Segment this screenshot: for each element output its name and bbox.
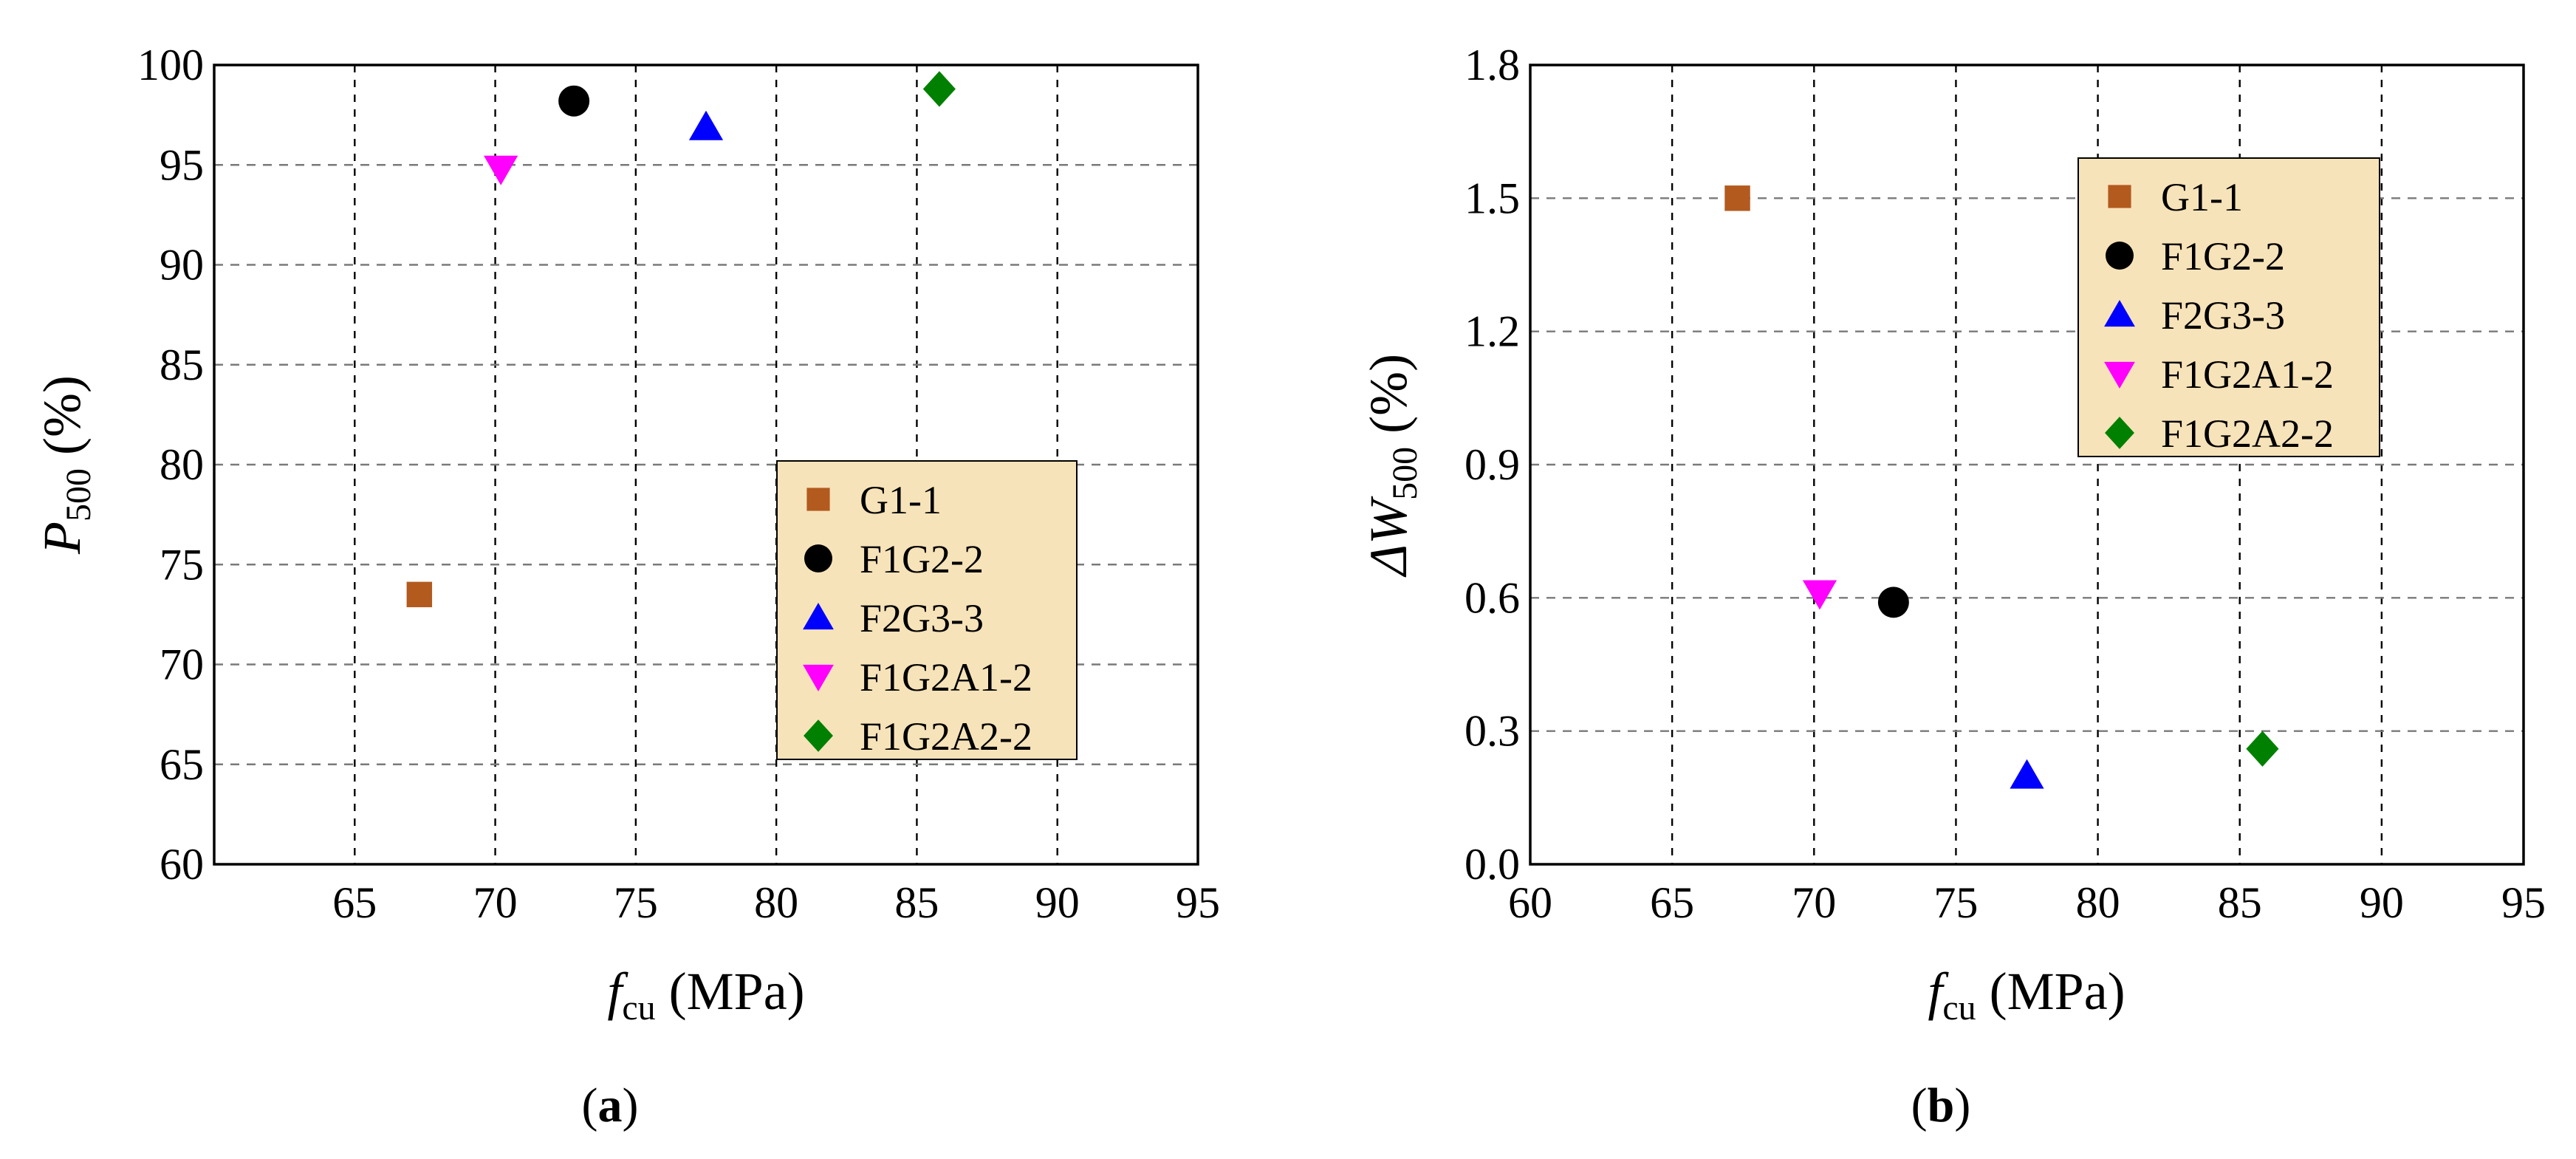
plot-frame bbox=[1529, 64, 2525, 866]
x-axis-title: fcu (MPa) bbox=[1928, 962, 2125, 1028]
y-tick-label: 75 bbox=[160, 540, 204, 589]
x-tick-label: 80 bbox=[754, 878, 798, 927]
legend-marker-f1g2a1-2 bbox=[803, 664, 834, 691]
data-point-f2g3-3 bbox=[688, 110, 724, 140]
x-tick-label: 95 bbox=[1176, 878, 1220, 927]
legend-label: F2G3-3 bbox=[2161, 293, 2285, 338]
x-axis-title-sub: cu bbox=[622, 988, 655, 1028]
y-axis-title-sub: 500 bbox=[1385, 447, 1425, 500]
y-tick-label: 100 bbox=[137, 41, 204, 89]
x-axis-title-sub: cu bbox=[1942, 988, 1976, 1028]
legend-label: F1G2A2-2 bbox=[860, 714, 1032, 759]
y-axis-title: P500 (%) bbox=[32, 375, 98, 555]
data-point-f1g2-2 bbox=[558, 85, 590, 117]
x-tick-label: 70 bbox=[473, 878, 518, 927]
x-tick-label: 75 bbox=[614, 878, 658, 927]
y-tick-label: 1.2 bbox=[1465, 307, 1520, 356]
x-axis-title: fcu (MPa) bbox=[607, 962, 804, 1028]
legend-label: F1G2A1-2 bbox=[2161, 352, 2334, 397]
data-point-f1g2a2-2 bbox=[2246, 731, 2279, 767]
y-tick-label: 60 bbox=[160, 840, 204, 889]
y-tick-label: 1.5 bbox=[1465, 174, 1520, 222]
x-tick-label: 85 bbox=[2218, 878, 2262, 927]
y-axis-title: ΔW500 (%) bbox=[1359, 354, 1425, 578]
panel-label-a: (a) bbox=[582, 1078, 639, 1132]
x-tick-label: 80 bbox=[2076, 878, 2120, 927]
panel-a: 65 70 75 80 85 90 95 60 65 70 75 80 85 90 95 100 G1-1 F1… bbox=[32, 41, 1220, 1132]
data-point-g1-1 bbox=[406, 581, 433, 608]
y-tick-label: 0.0 bbox=[1465, 840, 1520, 889]
legend-label: G1-1 bbox=[2161, 175, 2243, 219]
x-tick-label: 90 bbox=[1035, 878, 1080, 927]
data-points bbox=[1724, 185, 2279, 789]
y-axis-title-main: ΔW bbox=[1359, 496, 1418, 578]
y-axis-title-unit: (%) bbox=[32, 375, 92, 468]
y-axis-title-sub: 500 bbox=[59, 468, 98, 522]
x-tick-label: 65 bbox=[332, 878, 377, 927]
y-axis-title-main: P bbox=[32, 522, 92, 555]
legend-label: F1G2-2 bbox=[860, 537, 984, 581]
legend-label: F2G3-3 bbox=[860, 596, 984, 640]
y-tick-label: 90 bbox=[160, 241, 204, 290]
x-tick-label: 85 bbox=[894, 878, 939, 927]
x-tick-label: 75 bbox=[1933, 878, 1978, 927]
y-tick-label: 85 bbox=[160, 341, 204, 389]
x-tick-label: 65 bbox=[1650, 878, 1694, 927]
legend-label: G1-1 bbox=[860, 478, 942, 522]
legend: G1-1 F1G2-2 F2G3-3 F1G2A1-2 F1G2A2-2 bbox=[776, 460, 1078, 760]
y-tick-label: 95 bbox=[160, 140, 204, 189]
data-point-f1g2a1-2 bbox=[1802, 580, 1837, 610]
legend-label: F1G2A2-2 bbox=[2161, 411, 2334, 456]
tick-labels: 60 65 70 75 80 85 90 95 0.0 0.3 0.6 0.9 1.2 1.5 1.8 bbox=[1465, 41, 2546, 927]
legend-marker-f1g2a1-2 bbox=[2104, 361, 2135, 389]
y-tick-label: 0.9 bbox=[1465, 440, 1520, 489]
data-point-f2g3-3 bbox=[2010, 759, 2044, 789]
y-tick-label: 1.8 bbox=[1465, 41, 1520, 89]
y-tick-label: 0.6 bbox=[1465, 573, 1520, 622]
x-tick-label: 90 bbox=[2360, 878, 2404, 927]
tick-labels: 65 70 75 80 85 90 95 60 65 70 75 80 85 90 95 100 bbox=[137, 41, 1220, 927]
data-point-g1-1 bbox=[1724, 185, 1750, 211]
data-point-f1g2a1-2 bbox=[484, 155, 518, 185]
panel-b: 60 65 70 75 80 85 90 95 0.0 0.3 0.6 0.9 1.2 1.5 1.8 G1… bbox=[1359, 41, 2546, 1132]
y-tick-label: 70 bbox=[160, 640, 204, 689]
legend-marker-f1g2-2 bbox=[2106, 242, 2134, 270]
y-tick-label: 0.3 bbox=[1465, 707, 1520, 756]
data-point-f1g2-2 bbox=[1877, 587, 1909, 618]
plot-frame bbox=[213, 64, 1199, 866]
legend-label: F1G2-2 bbox=[2161, 234, 2285, 278]
legend-marker-f1g2a2-2 bbox=[2105, 417, 2134, 449]
legend-marker-f1g2-2 bbox=[804, 544, 832, 572]
panel-label-b: (b) bbox=[1911, 1078, 1971, 1132]
data-point-f1g2a2-2 bbox=[922, 71, 956, 107]
legend: G1-1 F1G2-2 F2G3-3 F1G2A1-2 F1G2A2-2 bbox=[2077, 157, 2380, 457]
legend-marker-f2g3-3 bbox=[2104, 300, 2135, 327]
x-axis-title-unit: (MPa) bbox=[656, 962, 805, 1021]
legend-label: F1G2A1-2 bbox=[860, 655, 1032, 700]
x-tick-label: 95 bbox=[2501, 878, 2546, 927]
y-tick-label: 65 bbox=[160, 740, 204, 789]
x-tick-label: 60 bbox=[1508, 878, 1552, 927]
x-axis-title-unit: (MPa) bbox=[1976, 962, 2125, 1021]
legend-marker-g1-1 bbox=[806, 488, 830, 511]
y-tick-label: 80 bbox=[160, 440, 204, 489]
legend-marker-g1-1 bbox=[2108, 185, 2131, 208]
data-points bbox=[406, 71, 956, 608]
y-axis-title-unit: (%) bbox=[1359, 354, 1418, 447]
legend-marker-f2g3-3 bbox=[803, 603, 834, 630]
x-tick-label: 70 bbox=[1792, 878, 1836, 927]
legend-marker-f1g2a2-2 bbox=[804, 719, 833, 752]
